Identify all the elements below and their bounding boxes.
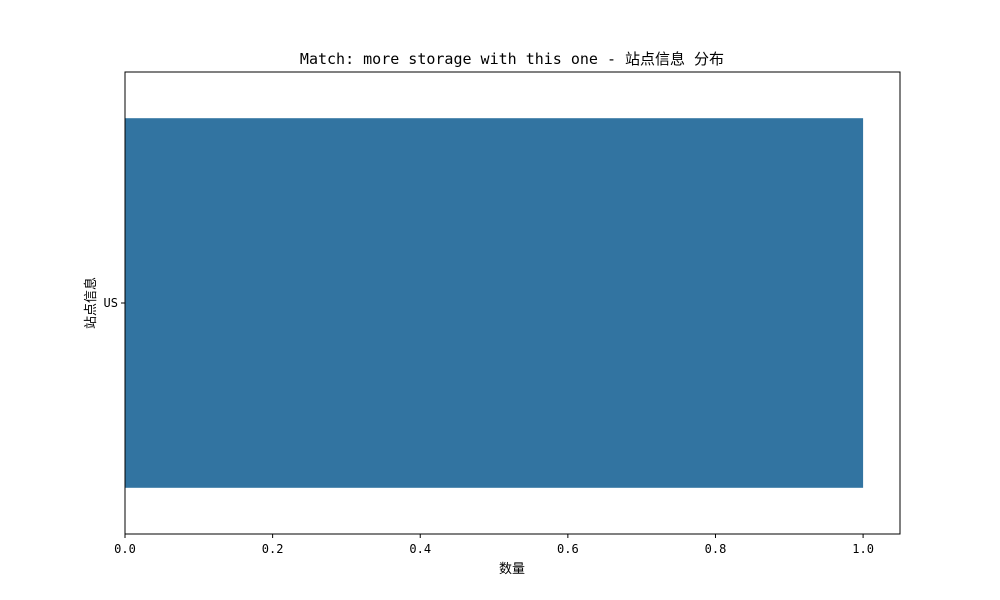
x-tick-label: 0.6	[557, 542, 579, 556]
chart-title: Match: more storage with this one - 站点信息…	[300, 50, 724, 68]
y-tick-label: US	[104, 296, 118, 310]
y-axis-ticks: US	[104, 296, 125, 310]
x-tick-label: 0.2	[262, 542, 284, 556]
x-tick-label: 0.8	[705, 542, 727, 556]
x-tick-label: 0.0	[114, 542, 136, 556]
y-axis-label: 站点信息	[83, 277, 99, 329]
x-tick-label: 0.4	[409, 542, 431, 556]
x-axis-ticks: 0.0 0.2 0.4 0.6 0.8 1.0	[114, 534, 874, 556]
x-axis-label: 数量	[499, 562, 525, 577]
x-tick-label: 1.0	[852, 542, 874, 556]
bars-layer	[125, 118, 864, 488]
bar-us	[125, 118, 864, 488]
